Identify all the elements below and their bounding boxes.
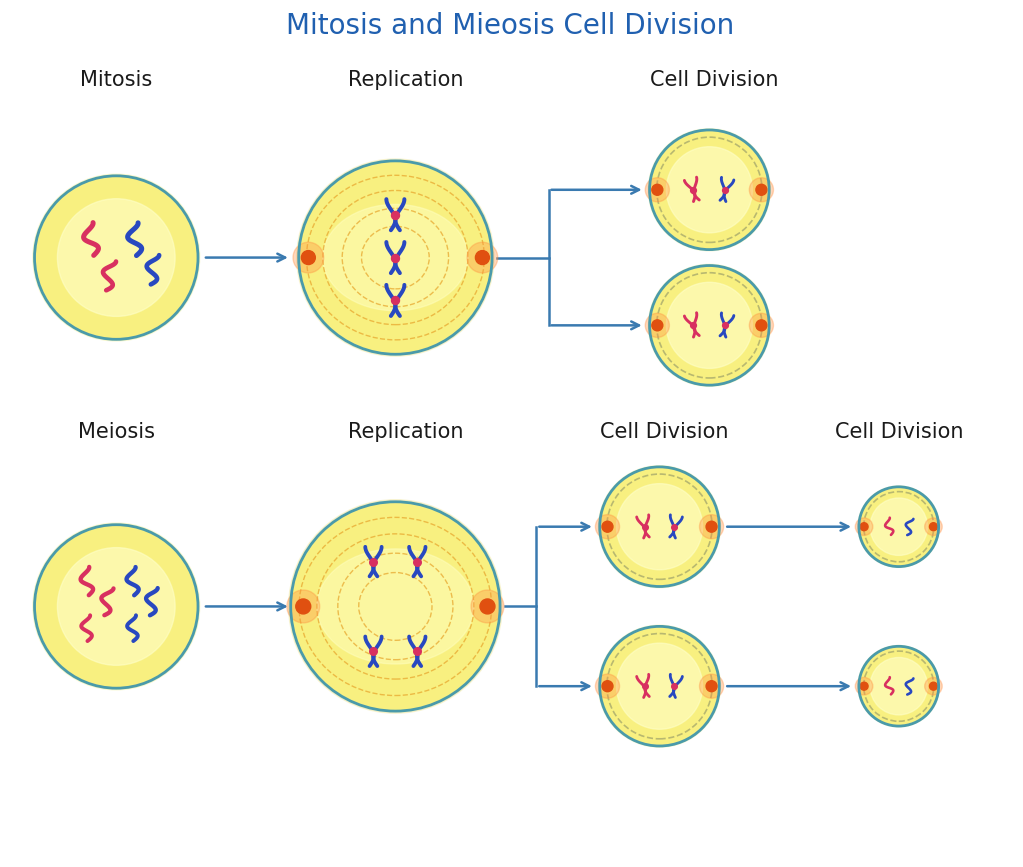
- Circle shape: [855, 518, 873, 536]
- Circle shape: [302, 251, 315, 264]
- Circle shape: [602, 681, 613, 692]
- Text: Cell Division: Cell Division: [835, 422, 963, 442]
- Circle shape: [476, 251, 489, 264]
- Circle shape: [649, 264, 770, 387]
- Circle shape: [33, 523, 199, 690]
- Circle shape: [870, 657, 928, 715]
- Text: Cell Division: Cell Division: [650, 70, 779, 90]
- Circle shape: [649, 129, 770, 251]
- Circle shape: [602, 521, 613, 532]
- Circle shape: [749, 178, 773, 202]
- Circle shape: [858, 486, 939, 567]
- Text: Cell Division: Cell Division: [601, 422, 728, 442]
- Circle shape: [925, 677, 942, 695]
- Circle shape: [595, 675, 620, 698]
- Circle shape: [860, 523, 869, 531]
- Circle shape: [35, 176, 198, 339]
- Circle shape: [617, 484, 703, 570]
- Circle shape: [35, 525, 198, 688]
- Circle shape: [706, 681, 717, 692]
- Circle shape: [293, 242, 323, 273]
- Circle shape: [930, 523, 937, 531]
- Circle shape: [471, 590, 504, 623]
- Circle shape: [296, 599, 311, 614]
- Circle shape: [756, 320, 767, 331]
- Circle shape: [860, 682, 869, 690]
- Circle shape: [650, 130, 769, 250]
- Circle shape: [930, 682, 937, 690]
- Circle shape: [468, 242, 498, 273]
- Circle shape: [33, 174, 199, 341]
- Circle shape: [650, 265, 769, 385]
- Circle shape: [480, 599, 495, 614]
- Circle shape: [652, 320, 663, 331]
- Text: Replication: Replication: [348, 422, 463, 442]
- Circle shape: [595, 515, 620, 538]
- Circle shape: [286, 590, 320, 623]
- Circle shape: [57, 548, 175, 665]
- Circle shape: [617, 643, 703, 729]
- Circle shape: [855, 677, 873, 695]
- Circle shape: [599, 626, 719, 746]
- Circle shape: [57, 199, 175, 316]
- Circle shape: [291, 502, 500, 711]
- Circle shape: [749, 313, 773, 337]
- Ellipse shape: [323, 205, 468, 310]
- Circle shape: [646, 178, 669, 202]
- Circle shape: [925, 518, 942, 536]
- Circle shape: [859, 487, 939, 566]
- Circle shape: [859, 646, 939, 726]
- Circle shape: [700, 675, 723, 698]
- Text: Mitosis and Mieosis Cell Division: Mitosis and Mieosis Cell Division: [285, 12, 735, 40]
- Ellipse shape: [317, 549, 474, 664]
- Circle shape: [598, 625, 720, 747]
- Circle shape: [652, 185, 663, 195]
- Circle shape: [756, 185, 767, 195]
- Circle shape: [297, 159, 494, 356]
- Text: Replication: Replication: [348, 70, 463, 90]
- Circle shape: [598, 466, 720, 588]
- Text: Mitosis: Mitosis: [80, 70, 152, 90]
- Circle shape: [666, 283, 753, 368]
- Circle shape: [299, 161, 492, 355]
- Circle shape: [700, 515, 723, 538]
- Circle shape: [706, 521, 717, 532]
- Text: Meiosis: Meiosis: [78, 422, 154, 442]
- Circle shape: [666, 147, 753, 233]
- Circle shape: [870, 498, 928, 556]
- Circle shape: [858, 646, 939, 727]
- Circle shape: [288, 499, 502, 714]
- Circle shape: [599, 467, 719, 586]
- Circle shape: [646, 313, 669, 337]
